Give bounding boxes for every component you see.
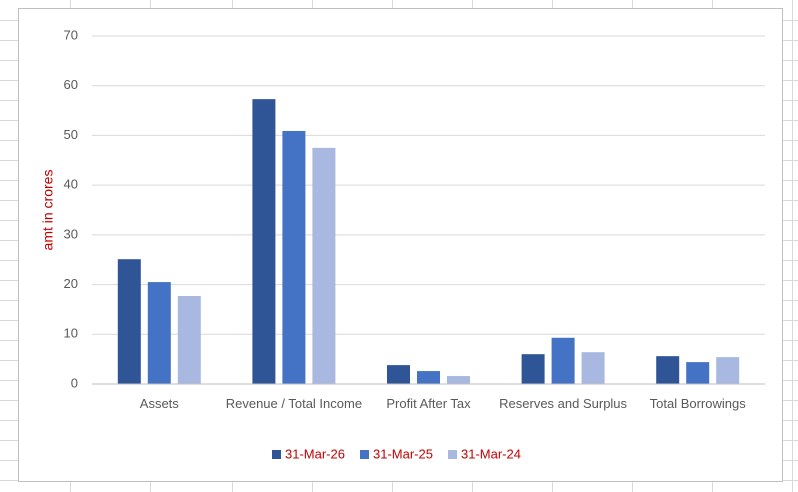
- x-tick-label: Assets: [139, 396, 179, 411]
- bar: [686, 362, 710, 384]
- bar: [387, 365, 410, 384]
- legend-swatch: [360, 450, 369, 459]
- x-tick-label-box: Revenue / Total Income: [225, 396, 363, 411]
- legend-swatch: [448, 450, 457, 459]
- bar: [282, 130, 306, 384]
- legend-label: 31-Mar-24: [461, 446, 521, 461]
- y-tick-label: 60: [64, 77, 78, 92]
- y-tick-label: 10: [64, 326, 78, 341]
- y-tick-label: 50: [64, 127, 78, 142]
- bar: [417, 371, 440, 384]
- bar: [177, 296, 201, 384]
- bar: [551, 337, 575, 384]
- y-tick-label: 0: [71, 375, 78, 390]
- x-tick-label-box: Reserves and Surplus: [499, 396, 628, 411]
- bar: [581, 352, 605, 384]
- bar: [521, 354, 545, 384]
- bar: [147, 282, 171, 384]
- x-tick-label-box: Total Borrowings: [649, 396, 746, 411]
- bar: [117, 259, 141, 384]
- legend-label: 31-Mar-25: [373, 446, 433, 461]
- bar: [252, 99, 276, 384]
- y-axis-label: amt in crores: [40, 170, 56, 251]
- x-tick-label: Total Borrowings: [649, 396, 746, 411]
- bar: [656, 356, 680, 384]
- x-tick-label-box: Profit After Tax: [386, 396, 471, 411]
- y-tick-label: 30: [64, 226, 78, 241]
- x-tick-label: Revenue / Total Income: [225, 396, 363, 411]
- y-tick-label: 40: [64, 177, 78, 192]
- bar: [312, 147, 336, 384]
- bar: [716, 357, 740, 384]
- legend-label: 31-Mar-26: [285, 446, 345, 461]
- y-tick-label: 70: [64, 27, 78, 42]
- legend-swatch: [272, 450, 281, 459]
- bar: [447, 376, 470, 384]
- y-tick-label: 20: [64, 276, 78, 291]
- x-tick-label-box: Assets: [139, 396, 179, 411]
- x-tick-label: Reserves and Surplus: [499, 396, 628, 411]
- x-tick-label: Profit After Tax: [386, 396, 471, 411]
- chart-area: [18, 8, 783, 482]
